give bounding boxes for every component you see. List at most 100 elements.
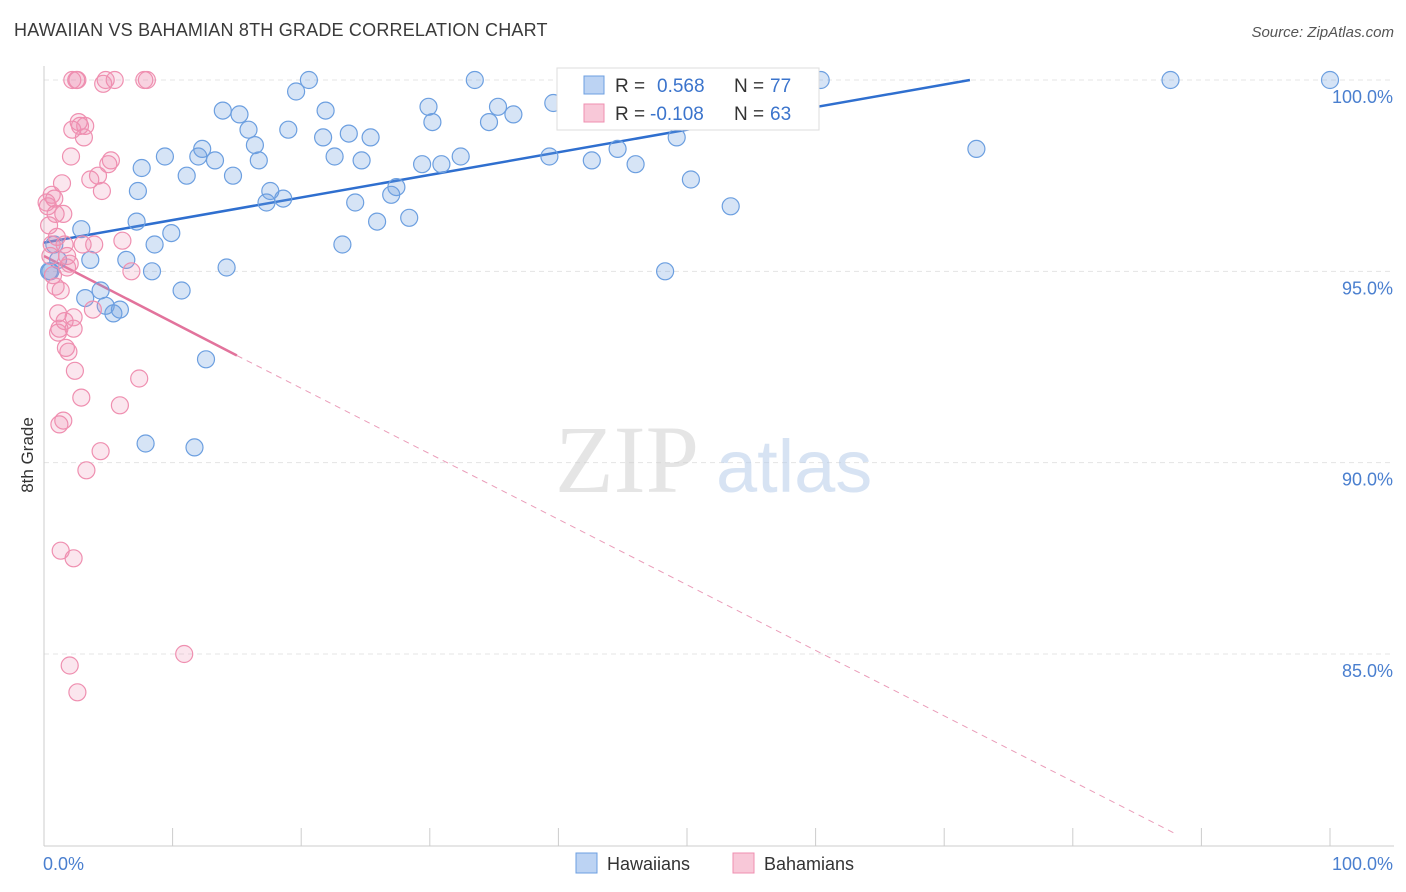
watermark-atlas: atlas <box>716 425 872 508</box>
bahamians-point <box>137 70 156 90</box>
bahamians-point <box>110 396 130 415</box>
hawaiians-point <box>655 262 675 281</box>
bahamians-point <box>55 235 74 254</box>
hawaiians-point <box>608 139 627 158</box>
hawaiians-point <box>213 101 232 120</box>
hawaiians-point <box>223 166 243 185</box>
hawaiians-point <box>155 147 174 166</box>
hawaiians-point <box>352 151 371 170</box>
legend-swatch-bahamians <box>583 103 605 123</box>
hawaiians-point <box>142 262 162 281</box>
axes <box>43 66 1394 847</box>
bahamians-point <box>122 262 141 281</box>
bahamians-point <box>68 70 87 90</box>
bahamians-point <box>85 235 104 254</box>
x-tick-label: 0.0% <box>43 854 84 874</box>
hawaiians-point <box>368 212 387 231</box>
y-tick-label: 85.0% <box>1342 661 1393 681</box>
bahamians-point <box>48 323 68 342</box>
legend-r-value-hawaiians: 0.568 <box>657 76 705 97</box>
hawaiians-point <box>504 105 523 124</box>
hawaiians-point <box>1320 70 1340 90</box>
hawaiians-point <box>479 112 499 132</box>
hawaiians-point <box>287 82 306 101</box>
hawaiians-point <box>81 250 100 269</box>
bahamians-point <box>43 266 63 285</box>
bahamians-point <box>77 461 96 480</box>
hawaiians-point <box>132 158 151 178</box>
y-tick-label: 100.0% <box>1332 87 1393 107</box>
bahamians-point <box>91 442 110 461</box>
hawaiians-point <box>193 139 212 158</box>
hawaiians-point <box>361 128 380 147</box>
hawaiians-point <box>419 97 438 116</box>
bahamians-point <box>94 74 113 93</box>
bahamians-point <box>52 174 72 193</box>
hawaiians-point <box>333 235 352 254</box>
hawaiians-point <box>413 155 432 174</box>
hawaiians-point <box>626 155 645 174</box>
data-points <box>37 70 1340 702</box>
hawaiians-point <box>432 155 451 174</box>
y-axis-label: 8th Grade <box>18 417 37 493</box>
grid-lines <box>44 79 1394 655</box>
hawaiians-point <box>117 250 136 269</box>
hawaiians-point <box>245 136 264 155</box>
bahamians-trend-extension <box>236 355 1176 835</box>
bahamians-point <box>92 181 112 201</box>
hawaiians-point <box>145 235 164 254</box>
bahamians-point <box>54 411 73 430</box>
hawaiians-point <box>239 120 258 139</box>
hawaiians-point <box>127 212 146 231</box>
hawaiians-point <box>387 178 406 197</box>
bahamians-point <box>83 300 103 319</box>
bahamians-point <box>46 277 65 296</box>
hawaiians-point <box>423 112 442 132</box>
legend-n-label-hawaiians: N = <box>734 76 764 97</box>
hawaiians-point <box>185 438 204 457</box>
y-tick-label: 90.0% <box>1342 470 1393 490</box>
bahamians-point <box>88 166 108 185</box>
bahamians-point <box>61 147 81 166</box>
legend-r-value-bahamians: -0.108 <box>650 104 704 125</box>
chart-title: HAWAIIAN VS BAHAMIAN 8TH GRADE CORRELATI… <box>14 20 548 40</box>
source-credit: Source: ZipAtlas.com <box>1251 24 1394 41</box>
zipatlas-watermark: ZIP atlas <box>555 406 872 513</box>
legend-swatch-hawaiians <box>583 75 605 95</box>
bahamians-point <box>76 116 95 136</box>
bahamians-point <box>57 258 77 277</box>
hawaiians-point <box>1161 70 1180 90</box>
bottom-legend: Hawaiians Bahamians <box>575 852 854 874</box>
legend-r-label-hawaiians: R = <box>615 76 645 97</box>
legend-n-label-bahamians: N = <box>734 104 764 125</box>
bahamians-point <box>130 369 149 388</box>
bahamians-point <box>175 644 194 664</box>
bahamians-point <box>59 342 78 361</box>
bahamians-point <box>70 116 90 136</box>
hawaiians-point <box>299 70 318 90</box>
hawaiians-point <box>488 97 508 116</box>
hawaiians-point <box>314 128 333 147</box>
hawaiians-point <box>136 434 155 453</box>
hawaiians-point <box>196 350 216 369</box>
bahamians-trend-line <box>43 254 238 357</box>
legend-r-label-bahamians: R = <box>615 104 645 125</box>
bahamians-point <box>105 70 124 90</box>
hawaiians-point <box>339 124 358 143</box>
hawaiians-point <box>162 224 181 243</box>
bahamians-point <box>72 388 91 407</box>
tick-labels: 100.0% 95.0% 90.0% 85.0% 0.0% 100.0% <box>43 87 1393 874</box>
hawaiians-trend-line <box>43 78 971 244</box>
hawaiians-point <box>346 193 365 212</box>
hawaiians-point <box>110 300 130 319</box>
hawaiians-point <box>681 170 701 189</box>
bahamians-point <box>64 549 83 568</box>
hawaiians-point <box>582 151 601 170</box>
hawaiians-point <box>72 220 91 239</box>
bahamians-point <box>54 204 73 223</box>
bahamians-point <box>68 683 87 702</box>
hawaiians-point <box>316 101 335 120</box>
bahamians-point <box>47 227 67 246</box>
hawaiians-point <box>217 258 236 277</box>
